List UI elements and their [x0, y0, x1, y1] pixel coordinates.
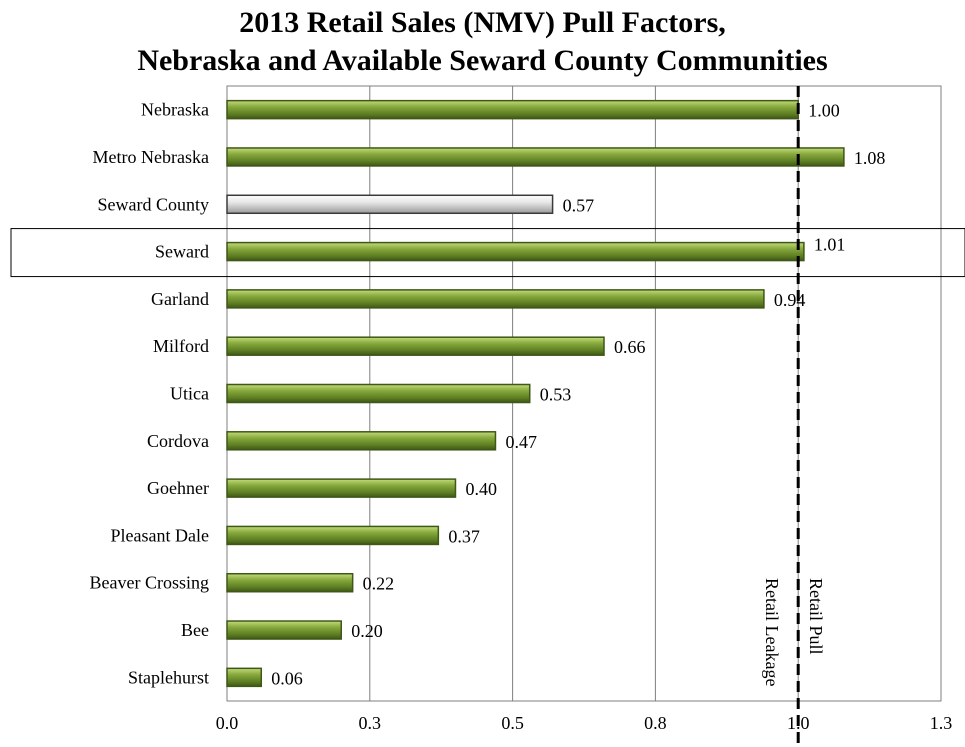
- value-label-cordova: 0.47: [505, 432, 537, 452]
- annotations: Retail Leakage Retail Pull: [762, 578, 826, 686]
- category-label-staplehurst: Staplehurst: [128, 667, 209, 687]
- bar-staplehurst: [226, 667, 263, 688]
- bar-bee: [226, 620, 342, 640]
- annotation-retail-leakage: Retail Leakage: [762, 578, 782, 686]
- category-label-nebraska: Nebraska: [141, 100, 209, 120]
- value-label-milford: 0.66: [614, 337, 646, 357]
- value-label-utica: 0.53: [540, 385, 572, 405]
- bar-pleasant-dale: [226, 525, 440, 546]
- category-label-seward-county: Seward County: [98, 194, 210, 214]
- bar-goehner: [226, 478, 457, 498]
- value-label-metro-nebraska: 1.08: [854, 148, 886, 168]
- bar-beaver-crossing: [226, 572, 354, 593]
- bar-metro-nebraska: [226, 147, 845, 167]
- value-label-seward-county: 0.57: [563, 195, 595, 215]
- bar-cordova: [226, 431, 497, 451]
- category-label-bee: Bee: [181, 620, 209, 640]
- bar-garland: [226, 289, 765, 309]
- category-label-pleasant-dale: Pleasant Dale: [111, 525, 209, 545]
- value-label-seward: 1.01: [814, 235, 846, 255]
- category-label-seward: Seward: [155, 242, 209, 262]
- value-label-bee: 0.20: [351, 621, 383, 641]
- category-label-goehner: Goehner: [147, 478, 209, 498]
- x-tick-label-3: 0.8: [644, 713, 667, 733]
- category-label-metro-nebraska: Metro Nebraska: [93, 147, 209, 167]
- x-tick-label-0: 0.0: [216, 713, 239, 733]
- x-tick-label-5: 1.3: [930, 713, 953, 733]
- bars: [226, 99, 845, 688]
- category-label-garland: Garland: [151, 289, 209, 309]
- bar-nebraska: [226, 99, 799, 120]
- category-label-utica: Utica: [170, 384, 209, 404]
- value-label-garland: 0.94: [774, 290, 806, 310]
- value-label-beaver-crossing: 0.22: [363, 574, 395, 594]
- chart-title-line-2: Nebraska and Available Seward County Com…: [137, 44, 828, 77]
- highlight-box: [10, 228, 965, 278]
- x-axis: 0.00.30.50.81.01.3: [216, 713, 953, 733]
- seward-highlight-box: [10, 228, 965, 278]
- value-label-nebraska: 1.00: [808, 101, 840, 121]
- chart-title: 2013 Retail Sales (NMV) Pull Factors, Ne…: [0, 4, 965, 80]
- value-label-staplehurst: 0.06: [271, 668, 303, 688]
- value-label-pleasant-dale: 0.37: [448, 526, 480, 546]
- bar-milford: [226, 336, 605, 356]
- x-tick-label-1: 0.3: [359, 713, 382, 733]
- x-tick-label-2: 0.5: [501, 713, 524, 733]
- value-label-goehner: 0.40: [465, 479, 497, 499]
- category-label-cordova: Cordova: [147, 431, 209, 451]
- category-labels: Nebraska Metro Nebraska Seward County Sewar…: [90, 100, 209, 688]
- value-labels: 1.00 1.08 0.57 1.01 0.94 0.66 0.53 0.47 0.40 0.37…: [271, 101, 885, 689]
- bar-utica: [226, 383, 531, 404]
- category-label-beaver-crossing: Beaver Crossing: [90, 573, 209, 593]
- chart-title-line-1: 2013 Retail Sales (NMV) Pull Factors,: [239, 6, 726, 39]
- category-label-milford: Milford: [153, 336, 209, 356]
- bar-seward: [226, 241, 805, 262]
- bar-seward-county: [226, 194, 554, 215]
- annotation-retail-pull: Retail Pull: [806, 578, 826, 655]
